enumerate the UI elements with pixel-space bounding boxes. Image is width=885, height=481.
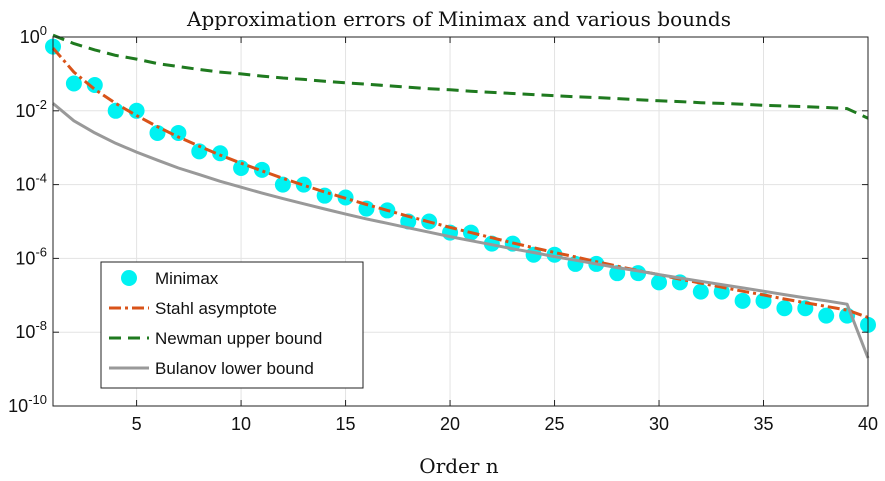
grid bbox=[53, 37, 869, 406]
legend-label: Stahl asymptote bbox=[155, 299, 277, 318]
minimax-point bbox=[128, 102, 145, 119]
minimax-point bbox=[295, 176, 312, 193]
minimax-point bbox=[170, 124, 187, 141]
x-tick-label: 20 bbox=[440, 414, 460, 434]
minimax-point bbox=[274, 176, 291, 193]
y-tick-label: 10-2 bbox=[15, 97, 47, 121]
minimax-point bbox=[107, 102, 124, 119]
stahl-asymptote-line bbox=[51, 47, 869, 319]
legend-label: Newman upper bound bbox=[155, 329, 322, 348]
y-tick-label: 100 bbox=[20, 23, 47, 47]
minimax-point bbox=[212, 145, 229, 162]
minimax-point bbox=[65, 75, 82, 92]
legend-label: Minimax bbox=[155, 269, 219, 288]
x-tick-label: 10 bbox=[231, 414, 251, 434]
newman-upper-bound-line bbox=[52, 33, 869, 120]
y-tick-label: 10-4 bbox=[15, 171, 47, 195]
series-layer bbox=[45, 33, 876, 359]
y-tick-label: 10-8 bbox=[15, 318, 47, 342]
minimax-point bbox=[692, 283, 709, 300]
chart-title: Approximation errors of Minimax and vari… bbox=[186, 7, 731, 31]
y-tick-label: 10-6 bbox=[15, 244, 47, 268]
minimax-point bbox=[776, 300, 793, 317]
x-tick-label: 5 bbox=[132, 414, 142, 434]
y-tick-label: 10-10 bbox=[8, 392, 47, 416]
minimax-point bbox=[191, 143, 208, 160]
minimax-point bbox=[734, 292, 751, 309]
minimax-point bbox=[149, 124, 166, 141]
legend-marker bbox=[121, 270, 137, 286]
x-tick-label: 30 bbox=[649, 414, 669, 434]
minimax-point bbox=[818, 307, 835, 324]
ticks: 5 10 15 20 25 30 35 40 10-10 10-8 10-6 10-4 10-2 100 bbox=[8, 23, 878, 434]
bulanov-lower-bound-line bbox=[52, 102, 870, 359]
minimax-point bbox=[253, 161, 270, 178]
x-tick-label: 35 bbox=[753, 414, 773, 434]
minimax-point bbox=[651, 274, 668, 291]
legend-label: Bulanov lower bound bbox=[155, 359, 314, 378]
x-tick-label: 15 bbox=[336, 414, 356, 434]
axes-box bbox=[52, 36, 869, 407]
x-axis-label: Order n bbox=[419, 454, 499, 478]
minimax-point bbox=[86, 76, 103, 93]
legend: Minimax Stahl asymptote Newman upper bound… bbox=[100, 261, 364, 389]
minimax-point bbox=[233, 159, 250, 176]
x-tick-label: 25 bbox=[545, 414, 565, 434]
x-tick-label: 40 bbox=[858, 414, 878, 434]
